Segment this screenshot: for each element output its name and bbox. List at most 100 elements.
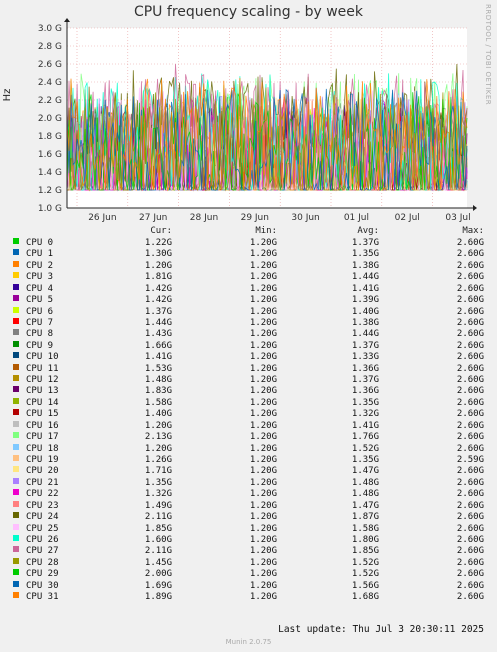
legend-avg-value: 1.85G	[351, 546, 379, 557]
legend-row: CPU 20 1.71G 1.20G 1.47G 2.60G	[0, 466, 497, 477]
legend-swatch	[13, 569, 19, 576]
legend-cur-value: 1.42G	[144, 295, 172, 306]
legend-row: CPU 15 1.40G 1.20G 1.32G 2.60G	[0, 409, 497, 420]
legend-avg-value: 1.47G	[351, 500, 379, 511]
legend-swatch	[13, 420, 19, 427]
legend-min-value: 1.20G	[249, 432, 277, 443]
y-tick-label: 2.6 G	[38, 60, 62, 70]
legend-cur-value: 2.13G	[144, 432, 172, 443]
legend-row: CPU 2 1.20G 1.20G 1.38G 2.60G	[0, 260, 497, 272]
legend-swatch	[13, 489, 19, 496]
legend-max-value: 2.60G	[456, 420, 484, 431]
legend-cur-value: 1.42G	[144, 283, 172, 294]
legend-min-value: 1.20G	[249, 306, 277, 317]
legend-row: CPU 14 1.58G 1.20G 1.35G 2.60G	[0, 397, 497, 409]
legend-avg-value: 1.68G	[351, 592, 379, 603]
legend-header-min: Min:	[255, 226, 277, 236]
legend-cur-value: 1.89G	[144, 592, 172, 603]
legend-max-value: 2.59G	[456, 455, 484, 466]
legend-max-value: 2.60G	[456, 546, 484, 557]
legend-max-value: 2.60G	[456, 386, 484, 397]
legend-swatch	[13, 512, 19, 519]
legend-swatch	[13, 557, 19, 564]
legend-swatch	[13, 375, 19, 382]
chart-area: 1.0 G 1.2 G 1.4 G 1.6 G 1.8 G 2.0 G 2.2 G 2.4 G…	[38, 18, 477, 223]
legend-avg-value: 1.48G	[351, 477, 379, 488]
legend-max-value: 2.60G	[456, 580, 484, 591]
legend-cur-value: 2.00G	[144, 569, 172, 580]
legend-row: CPU 21 1.35G 1.20G 1.48G 2.60G	[0, 477, 497, 489]
legend-max-value: 2.60G	[456, 443, 484, 454]
legend-avg-value: 1.40G	[351, 306, 379, 317]
legend-swatch	[13, 295, 19, 302]
legend-max-value: 2.60G	[456, 352, 484, 363]
y-tick-label: 2.4 G	[38, 78, 62, 88]
legend-swatch	[13, 317, 19, 324]
legend-series-name: CPU 0	[26, 238, 54, 248]
legend-avg-value: 1.41G	[351, 283, 379, 294]
legend-series-name: CPU 17	[26, 432, 59, 443]
legend-avg-value: 1.52G	[351, 443, 379, 454]
legend-min-value: 1.20G	[249, 489, 277, 500]
legend-swatch	[13, 455, 19, 462]
legend-min-value: 1.20G	[249, 238, 277, 248]
legend-max-value: 2.60G	[456, 397, 484, 408]
series-layer	[66, 63, 468, 192]
legend-header: Cur: Min: Avg: Max:	[0, 226, 497, 238]
legend-row: CPU 25 1.85G 1.20G 1.58G 2.60G	[0, 523, 497, 535]
legend-series-name: CPU 7	[26, 317, 54, 328]
legend-min-value: 1.20G	[249, 409, 277, 420]
legend-min-value: 1.20G	[249, 363, 277, 374]
legend-row: CPU 19 1.26G 1.20G 1.35G 2.59G	[0, 455, 497, 466]
x-tick-label: 02 Jul	[395, 213, 420, 223]
legend-swatch	[13, 260, 19, 267]
legend-cur-value: 1.20G	[144, 443, 172, 454]
legend-cur-value: 1.44G	[144, 317, 172, 328]
legend-cur-value: 1.41G	[144, 352, 172, 363]
x-tick-label: 01 Jul	[344, 213, 369, 223]
y-tick-label: 1.2 G	[38, 186, 62, 196]
legend-swatch	[13, 592, 19, 599]
legend-min-value: 1.20G	[249, 443, 277, 454]
legend-swatch	[13, 238, 19, 244]
legend-row: CPU 23 1.49G 1.20G 1.47G 2.60G	[0, 500, 497, 512]
x-tick-label: 30 Jun	[291, 213, 319, 223]
legend-header-max: Max:	[462, 226, 484, 236]
legend-avg-value: 1.39G	[351, 295, 379, 306]
last-update: Last update: Thu Jul 3 20:30:11 2025	[278, 624, 484, 635]
legend-row: CPU 26 1.60G 1.20G 1.80G 2.60G	[0, 534, 497, 546]
y-tick-label: 1.4 G	[38, 168, 62, 178]
legend-header-avg: Avg:	[357, 226, 379, 236]
legend-max-value: 2.60G	[456, 375, 484, 386]
legend-series-name: CPU 23	[26, 500, 59, 511]
y-tick-label: 1.0 G	[38, 204, 62, 214]
legend-series-name: CPU 29	[26, 569, 59, 580]
x-tick-label: 03 Jul	[445, 213, 470, 223]
legend-row: CPU 27 2.11G 1.20G 1.85G 2.60G	[0, 546, 497, 557]
x-tick-labels: 26 Jun 27 Jun 28 Jun 29 Jun 30 Jun 01 Jul 02 J…	[88, 213, 470, 223]
y-axis-arrow-icon	[64, 18, 70, 22]
legend-max-value: 2.60G	[456, 500, 484, 511]
legend-series-name: CPU 2	[26, 260, 54, 271]
legend-cur-value: 1.71G	[144, 466, 172, 477]
legend-max-value: 2.60G	[456, 512, 484, 523]
chart-title: CPU frequency scaling - by week	[133, 4, 364, 20]
legend-series-name: CPU 12	[26, 375, 59, 386]
legend-avg-value: 1.80G	[351, 534, 379, 545]
legend-min-value: 1.20G	[249, 523, 277, 534]
legend-avg-value: 1.52G	[351, 557, 379, 568]
legend-max-value: 2.60G	[456, 272, 484, 283]
legend-row: CPU 13 1.83G 1.20G 1.36G 2.60G	[0, 386, 497, 397]
legend-min-value: 1.20G	[249, 534, 277, 545]
legend-swatch	[13, 352, 19, 359]
legend-min-value: 1.20G	[249, 569, 277, 580]
legend-series-name: CPU 24	[26, 512, 59, 523]
legend-row: CPU 12 1.48G 1.20G 1.37G 2.60G	[0, 375, 497, 386]
legend-min-value: 1.20G	[249, 375, 277, 386]
legend-max-value: 2.60G	[456, 260, 484, 271]
legend-max-value: 2.60G	[456, 477, 484, 488]
y-tick-label: 1.6 G	[38, 150, 62, 160]
legend-series-name: CPU 3	[26, 272, 54, 283]
legend-cur-value: 1.81G	[144, 272, 172, 283]
legend-cur-value: 2.11G	[144, 512, 172, 523]
